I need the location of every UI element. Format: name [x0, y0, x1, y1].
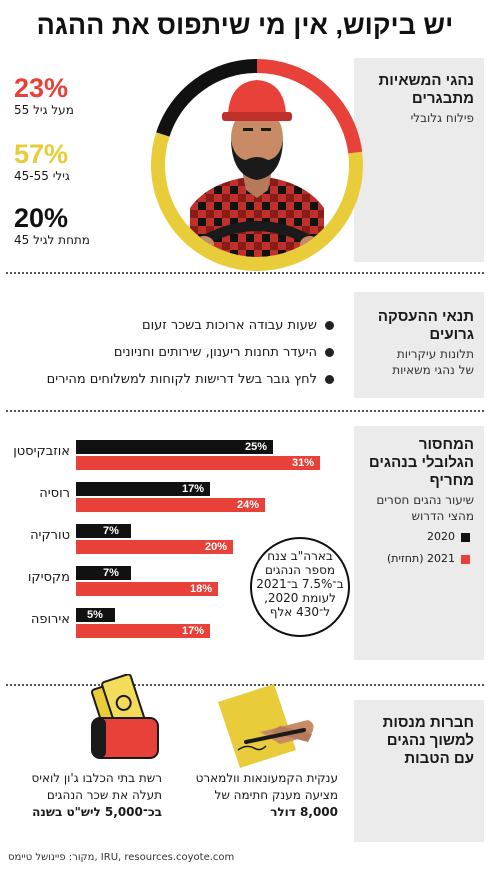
panel-benefits-heading: חברות מנסות למשוך נהגים עם הטבות [382, 714, 474, 767]
bullet-text: לחץ גובר בשל דרישות לקוחות למשלוחים מהיר… [46, 372, 317, 387]
stat-under-45-pct: 20% [14, 203, 69, 233]
panel-aging-heading: נהגי המשאיות מתבגרים [378, 72, 475, 107]
panel-aging-subheading: פילוח גלובלי [410, 111, 474, 125]
stat-over-55-pct: 23% [14, 73, 69, 103]
bar-category-label: טורקיה [30, 528, 70, 543]
legend-2020: 2020 [427, 530, 470, 543]
caption-john-lewis-bold: בכ־5,000 ליש"ט בשנה [32, 805, 162, 819]
stat-over-55-label: מעל גיל 55 [14, 103, 74, 117]
bullet-item: לחץ גובר בשל דרישות לקוחות למשלוחים מהיר… [47, 372, 334, 388]
panel-conditions-heading: תנאי ההעסקה גרועים [377, 308, 474, 343]
caption-walmart-text: ענקית הקמעונאות וולמארט מציעה מענק חתימה… [195, 771, 338, 802]
bar-value-label: 5% [87, 609, 103, 621]
bar-2020 [76, 524, 131, 538]
bullet-dot-icon [325, 321, 334, 330]
donut-segment [256, 59, 363, 154]
legend-swatch-2021 [461, 554, 470, 564]
bar-2021 [76, 456, 320, 470]
bar-2021 [76, 582, 218, 596]
legend-label-2020: 2020 [427, 530, 455, 543]
section-divider [6, 272, 484, 274]
panel-conditions: תנאי ההעסקה גרועים תלונות עיקריות של נהג… [354, 292, 484, 398]
stat-45-55-label: גילי 45-55 [14, 169, 70, 183]
bar-2020 [76, 440, 273, 454]
section-divider [6, 410, 484, 412]
legend-label-2021: 2021 (תחזית) [387, 552, 455, 565]
money-wallet-illustration [90, 674, 159, 759]
bar-value-label: 25% [245, 441, 268, 453]
panel-shortage-subheading: שיעור נהגים חסרים מהצי הדרוש [376, 493, 474, 523]
stat-under-45-label: מתחת לגיל 45 [14, 233, 90, 247]
caption-john-lewis: רשת בתי הכלבו ג'ון לואיס תעלה את שכר הנה… [10, 770, 162, 821]
stat-under-45: 20% מתחת לגיל 45 [14, 204, 124, 248]
bar-value-label: 18% [190, 583, 213, 595]
bar-category-label: מקסיקו [27, 570, 70, 585]
signing-hand-illustration [218, 684, 314, 768]
bar-2020 [76, 566, 131, 580]
bullet-item: שעות עבודה ארוכות בשכר זעום [142, 318, 334, 334]
legend-swatch-2020 [461, 532, 470, 542]
bar-value-label: 7% [103, 567, 119, 579]
bullet-text: היעדר תחנות ריענון, שירותים וחניונים [113, 345, 317, 360]
bullet-dot-icon [325, 375, 334, 384]
panel-aging: נהגי המשאיות מתבגרים פילוח גלובלי [354, 58, 484, 262]
panel-shortage-heading: המחסור הגלובלי בנהגים מחריף [368, 436, 474, 489]
bar-category-label: רוסיה [39, 486, 70, 501]
bar-2020 [76, 482, 210, 496]
legend-2021: 2021 (תחזית) [387, 552, 470, 565]
bar-value-label: 20% [205, 541, 228, 553]
panel-shortage: המחסור הגלובלי בנהגים מחריף שיעור נהגים … [354, 426, 484, 660]
donut-segment [151, 132, 363, 271]
stat-45-55-pct: 57% [14, 139, 69, 169]
truck-driver-illustration [190, 80, 324, 257]
bar-2021 [76, 540, 233, 554]
panel-conditions-subheading: תלונות עיקריות של נהגי משאיות [392, 347, 474, 377]
bar-value-label: 24% [237, 499, 260, 511]
caption-walmart: ענקית הקמעונאות וולמארט מציעה מענק חתימה… [178, 770, 338, 821]
bullet-text: שעות עבודה ארוכות בשכר זעום [141, 318, 317, 333]
bar-value-label: 17% [182, 483, 205, 495]
bar-2020 [76, 608, 115, 622]
bar-value-label: 17% [182, 625, 205, 637]
bullet-item: היעדר תחנות ריענון, שירותים וחניונים [114, 345, 334, 361]
page-title: יש ביקוש, אין מי שיתפוס את ההגה [8, 4, 482, 46]
bullet-dot-icon [325, 348, 334, 357]
caption-walmart-bold: 8,000 דולר [270, 805, 338, 819]
caption-john-lewis-text: רשת בתי הכלבו ג'ון לואיס תעלה את שכר הנה… [31, 771, 162, 802]
bar-2021 [76, 624, 210, 638]
us-note-circle: בארה"ב צנח מספר הנהגים ב־7.5% ב־2021 לעו… [250, 537, 350, 637]
donut-ring [151, 59, 363, 271]
age-donut-chart [151, 59, 363, 271]
donut-segment [156, 59, 258, 137]
bar-value-label: 7% [103, 525, 119, 537]
bar-2021 [76, 498, 265, 512]
section-divider [6, 684, 484, 686]
panel-benefits: חברות מנסות למשוך נהגים עם הטבות [354, 700, 484, 842]
stat-45-55: 57% גילי 45-55 [14, 140, 124, 184]
stat-over-55: 23% מעל גיל 55 [14, 74, 124, 118]
bar-category-label: אוזבקיסטן [13, 444, 70, 459]
source-credit: מקור: פיינושל טיימס, IRU, resources.coyo… [8, 852, 235, 863]
bar-category-label: אירופה [30, 612, 70, 627]
bar-value-label: 31% [292, 457, 315, 469]
